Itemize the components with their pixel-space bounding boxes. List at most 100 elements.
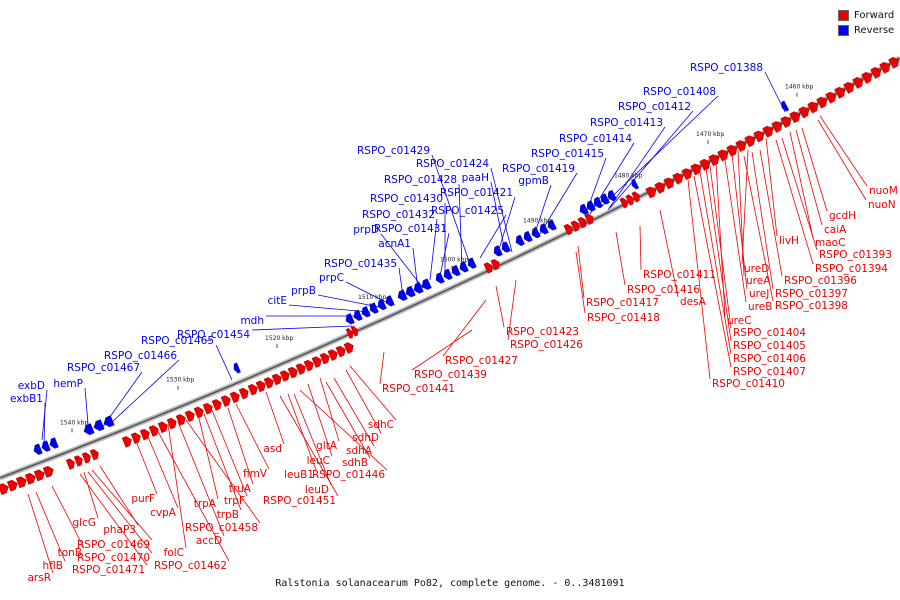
gene-label: RSPO_c01393 <box>819 249 892 261</box>
forward-gene-arrow <box>73 455 83 467</box>
label-connector <box>479 214 507 259</box>
forward-gene-arrow <box>843 81 855 94</box>
forward-gene-arrow <box>645 186 657 199</box>
forward-gene-arrow <box>247 383 258 396</box>
label-connector <box>145 431 179 509</box>
gene-label: RSPO_c01404 <box>733 327 806 339</box>
gene-label: desA <box>680 296 707 308</box>
gene-label: RSPO_c01439 <box>414 369 487 381</box>
reverse-gene-arrow <box>547 219 557 231</box>
forward-gene-arrow <box>202 402 213 415</box>
label-connector <box>293 393 332 486</box>
gene-label: ureJ <box>749 288 769 300</box>
reverse-gene-arrow <box>459 261 469 273</box>
label-connector <box>724 159 747 303</box>
forward-gene-arrow <box>798 106 810 119</box>
forward-gene-arrow <box>0 483 9 495</box>
kbp-tick-label: 1490 kbp <box>523 217 551 224</box>
gene-label: RSPO_c01408 <box>643 86 716 98</box>
kbp-tick-label: 1530 kbp <box>166 377 194 384</box>
reverse-gene-arrow <box>369 302 379 314</box>
forward-gene-arrow <box>345 328 353 339</box>
label-connector <box>155 427 230 562</box>
gene-label: leuD <box>305 484 329 496</box>
label-connector <box>801 127 828 212</box>
label-connector <box>379 351 385 385</box>
gene-label: prpB <box>291 285 316 297</box>
label-connector <box>743 155 774 302</box>
reverse-gene-arrow <box>345 313 355 325</box>
forward-gene-arrow <box>350 325 358 337</box>
forward-gene-arrow <box>238 387 249 400</box>
gene-label: hflB <box>43 560 63 572</box>
gene-label: nuoM <box>869 185 898 197</box>
label-connector <box>227 407 254 485</box>
label-connector <box>751 151 774 290</box>
gene-label: RSPO_c01432 <box>362 209 435 221</box>
label-connector <box>251 325 353 331</box>
forward-gene-arrow <box>287 366 298 379</box>
forward-gene-arrow <box>166 417 177 430</box>
forward-gene-arrow <box>570 220 580 232</box>
forward-gene-arrow <box>483 262 493 274</box>
label-connector <box>203 413 242 511</box>
label-connector <box>325 381 371 459</box>
gene-label: accD <box>196 535 222 547</box>
reverse-gene-arrow <box>435 272 445 284</box>
gene-label: sdhB <box>342 457 368 469</box>
label-connector <box>87 471 153 554</box>
kbp-ticks: 1460 kbp 1470 kbp 1480 kbp 1490 kbp 1500 kbp… <box>60 84 813 433</box>
label-connector <box>429 218 438 281</box>
label-connector <box>693 175 732 368</box>
forward-gene-arrow <box>577 217 587 229</box>
label-connector <box>349 365 397 421</box>
forward-gene-arrow <box>229 391 240 404</box>
label-connector <box>765 137 778 237</box>
reverse-gene-arrow <box>93 419 105 432</box>
gene-label: RSPO_c01416 <box>627 284 700 296</box>
gene-label: RSPO_c01458 <box>185 522 258 534</box>
forward-gene-arrow <box>81 452 91 464</box>
label-connector <box>35 491 66 562</box>
label-connector <box>333 377 375 447</box>
label-connector <box>27 493 54 574</box>
forward-gene-arrow <box>625 194 634 206</box>
gene-label: caiA <box>824 224 847 236</box>
label-connector <box>111 359 180 423</box>
gene-label: RSPO_c01410 <box>712 378 785 390</box>
label-connector <box>539 172 578 235</box>
label-connector <box>84 387 89 425</box>
label-connector <box>615 231 626 286</box>
label-connector <box>789 131 814 239</box>
reverse-gene-arrow <box>501 241 511 253</box>
legend-reverse: Reverse <box>838 23 894 38</box>
gene-label: purF <box>131 493 155 505</box>
gene-label: gpmB <box>518 175 549 187</box>
reverse-gene-arrow <box>593 196 603 208</box>
gene-label: RSPO_c01431 <box>374 223 447 235</box>
gene-label: ureD <box>744 263 769 275</box>
label-connector <box>817 119 867 201</box>
gene-label: RSPO_c01429 <box>357 145 430 157</box>
gene-label: leuC <box>307 455 330 467</box>
gene-label: RSPO_c01466 <box>104 350 177 362</box>
forward-gene-arrow <box>672 172 684 185</box>
label-connector <box>167 423 187 549</box>
forward-gene-arrow <box>879 62 891 74</box>
label-connector <box>235 403 270 470</box>
gene-label: RSPO_c01407 <box>733 366 806 378</box>
gene-label: RSPO_c01462 <box>154 560 227 572</box>
reverse-gene-arrow <box>607 189 617 202</box>
forward-gene-arrow <box>690 163 702 176</box>
gene-label: RSPO_c01465 <box>141 335 214 347</box>
label-connector <box>439 232 450 277</box>
gene-label: leuB1 <box>284 469 314 481</box>
forward-gene-arrow <box>870 67 882 79</box>
reverse-gene-arrow <box>41 440 51 452</box>
gene-label: glcG <box>73 517 97 529</box>
forward-gene-arrow <box>490 259 500 271</box>
reverse-gene-arrow <box>353 309 363 321</box>
gene-label: RSPO_c01412 <box>618 101 691 113</box>
gene-label: RSPO_c01427 <box>445 355 518 367</box>
gene-label: gcdH <box>829 210 856 222</box>
